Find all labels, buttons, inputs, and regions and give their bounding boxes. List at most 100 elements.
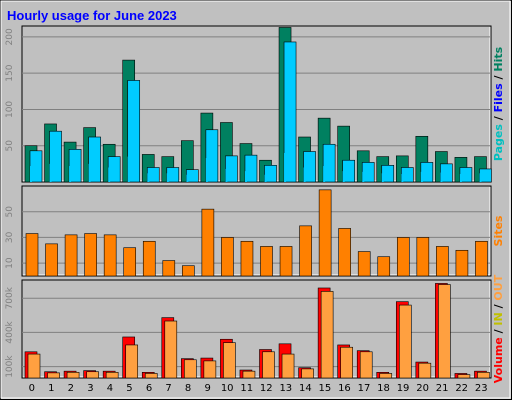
bar-pages (284, 152, 287, 182)
bar-sites (162, 260, 176, 277)
bar-pages (225, 168, 228, 182)
bar-out (477, 372, 490, 379)
side-label-part: Sites (492, 215, 505, 246)
y-tick-label: 50 (5, 206, 15, 218)
bar-files (49, 130, 62, 183)
y-tick-label: 50 (5, 140, 15, 152)
side-label-part: Pages (492, 124, 505, 162)
y-tick-label: 400k (5, 320, 15, 343)
bar-sites (377, 256, 391, 277)
x-tick-label: 10 (221, 383, 234, 394)
bar-files (205, 129, 219, 183)
bar-out (301, 368, 314, 379)
bar-out (262, 351, 275, 379)
bar-sites (299, 225, 312, 277)
bar-sites (475, 240, 488, 277)
x-tick-label: 23 (475, 383, 488, 394)
bar-pages (49, 163, 52, 182)
side-label-part: / (492, 112, 505, 124)
bar-pages (166, 173, 169, 182)
bar-files (303, 151, 316, 183)
panel-background (21, 185, 492, 277)
x-tick-label: 3 (87, 383, 93, 394)
bar-files (283, 41, 297, 183)
y-tick-label: 700k (5, 286, 15, 309)
bar-sites (142, 240, 156, 277)
panel-1: 10 30 50 Sites (5, 185, 505, 277)
bar-files (244, 154, 258, 183)
x-tick-label: 18 (377, 383, 390, 394)
bar-sites (436, 246, 449, 277)
bar-pages (362, 171, 365, 182)
bar-pages (108, 167, 111, 182)
y-tick-label: 150 (5, 64, 15, 81)
bar-sites (103, 234, 117, 277)
bar-sites (221, 237, 234, 277)
bar-out (47, 372, 60, 379)
x-tick-label: 6 (146, 383, 152, 394)
panel-side-label: Pages / Files / Hits (492, 46, 505, 161)
bar-out (242, 370, 256, 379)
side-label-part: / (492, 301, 505, 313)
bar-sites (201, 208, 215, 277)
bar-sites (338, 228, 351, 277)
bar-pages (401, 174, 404, 182)
panel-2: 100k 400k 700k Volume / IN / OUT (5, 274, 505, 383)
side-label-part: Hits (492, 46, 505, 71)
panel-side-label: Volume / IN / OUT (492, 274, 505, 383)
x-tick-label: 21 (436, 383, 449, 394)
bar-out (184, 359, 197, 379)
side-label-part: OUT (492, 274, 505, 300)
bar-pages (264, 174, 267, 182)
bar-sites (260, 246, 273, 277)
bar-sites (182, 265, 195, 277)
bar-sites (240, 240, 254, 277)
bar-pages (244, 171, 247, 182)
side-label-part: / (492, 326, 505, 338)
bar-pages (205, 158, 208, 182)
x-tick-label: 16 (338, 383, 351, 394)
bar-sites (318, 189, 332, 277)
side-label-part: Files (492, 83, 505, 113)
bar-out (203, 360, 217, 379)
x-tick-label: 0 (29, 383, 35, 394)
x-tick-label: 8 (185, 383, 191, 394)
x-tick-label: 5 (126, 383, 132, 394)
bar-out (398, 304, 412, 379)
x-tick-label: 1 (48, 383, 54, 394)
bar-pages (69, 166, 72, 182)
panel-0: 50 100 150 200 Pages / Files / Hits (5, 25, 505, 183)
x-tick-label: 17 (358, 383, 371, 394)
bar-out (320, 291, 334, 379)
x-tick-label: 14 (299, 383, 312, 394)
chart-title: Hourly usage for June 2023 (7, 8, 177, 23)
bar-sites (279, 246, 293, 277)
bar-out (359, 351, 373, 379)
side-label-part: / (492, 72, 505, 84)
bar-pages (381, 173, 384, 182)
panel-side-label: Sites (492, 215, 505, 246)
x-tick-label: 19 (397, 383, 410, 394)
bar-out (164, 320, 178, 379)
bar-pages (186, 174, 189, 182)
bar-out (66, 372, 80, 379)
bar-sites (45, 243, 58, 277)
bar-sites (357, 251, 371, 277)
x-tick-label: 9 (204, 383, 210, 394)
bar-pages (303, 167, 306, 182)
bar-pages (88, 163, 91, 182)
bar-pages (420, 171, 423, 182)
y-tick-label: 200 (5, 28, 15, 45)
bar-out (457, 374, 471, 379)
x-tick-label: 7 (165, 383, 171, 394)
bar-out (125, 344, 139, 379)
bar-out (86, 371, 99, 379)
x-tick-label: 20 (416, 383, 429, 394)
side-label-part: Volume (492, 337, 505, 383)
side-label-part: IN (492, 312, 505, 325)
y-tick-label: 100 (5, 101, 15, 118)
x-axis-ticks: 0 1 2 3 4 5 6 7 8 9 10 11 12 13 14 15 16 17 18 19 20 21 22 23 (29, 383, 488, 394)
bar-out (418, 362, 432, 379)
